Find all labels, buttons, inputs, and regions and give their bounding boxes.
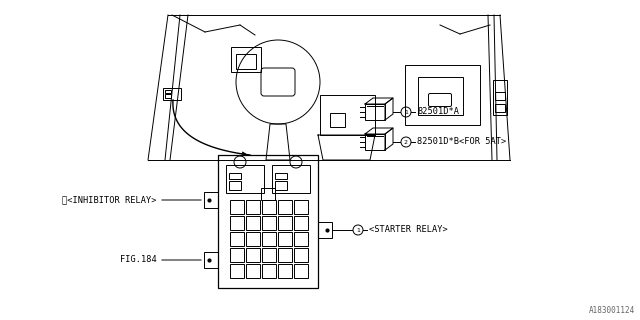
- Bar: [230, 264, 244, 278]
- Bar: [230, 216, 244, 230]
- Bar: [262, 200, 276, 214]
- Bar: [330, 113, 345, 127]
- Bar: [204, 252, 218, 268]
- Text: 2: 2: [404, 140, 408, 145]
- Bar: [230, 200, 244, 214]
- Bar: [262, 264, 276, 278]
- Bar: [204, 192, 218, 208]
- Bar: [493, 80, 507, 115]
- Bar: [495, 104, 505, 112]
- Text: ②<INHIBITOR RELAY>: ②<INHIBITOR RELAY>: [63, 196, 157, 204]
- Text: 1: 1: [404, 109, 408, 115]
- Bar: [278, 232, 292, 246]
- Bar: [318, 222, 332, 238]
- Bar: [294, 264, 308, 278]
- Bar: [246, 200, 260, 214]
- Bar: [365, 134, 385, 150]
- Bar: [229, 181, 241, 190]
- Bar: [278, 216, 292, 230]
- Bar: [294, 232, 308, 246]
- Bar: [246, 264, 260, 278]
- Text: 82501D*B<FOR 5AT>: 82501D*B<FOR 5AT>: [417, 138, 506, 147]
- Bar: [275, 181, 287, 190]
- Bar: [262, 232, 276, 246]
- Bar: [246, 232, 260, 246]
- Bar: [278, 264, 292, 278]
- Bar: [165, 94, 171, 98]
- Text: 1: 1: [356, 228, 360, 233]
- Bar: [163, 88, 181, 100]
- Bar: [230, 232, 244, 246]
- Bar: [495, 92, 505, 100]
- Text: 82501D*A: 82501D*A: [417, 108, 459, 116]
- Bar: [294, 248, 308, 262]
- Bar: [246, 216, 260, 230]
- Bar: [226, 165, 264, 193]
- Bar: [272, 165, 310, 193]
- Bar: [418, 77, 463, 115]
- Bar: [278, 200, 292, 214]
- Bar: [275, 173, 287, 179]
- Bar: [294, 216, 308, 230]
- Bar: [230, 248, 244, 262]
- Bar: [262, 216, 276, 230]
- Text: <STARTER RELAY>: <STARTER RELAY>: [369, 226, 448, 235]
- Bar: [229, 173, 241, 179]
- Bar: [278, 248, 292, 262]
- Bar: [320, 95, 375, 135]
- Bar: [218, 155, 318, 288]
- Bar: [246, 248, 260, 262]
- Text: A183001124: A183001124: [589, 306, 635, 315]
- Bar: [294, 200, 308, 214]
- Bar: [405, 65, 480, 125]
- Bar: [231, 47, 261, 72]
- Text: FIG.184: FIG.184: [120, 255, 157, 265]
- Bar: [262, 248, 276, 262]
- Bar: [365, 104, 385, 120]
- Bar: [261, 188, 275, 200]
- Bar: [165, 90, 171, 93]
- Bar: [236, 54, 256, 69]
